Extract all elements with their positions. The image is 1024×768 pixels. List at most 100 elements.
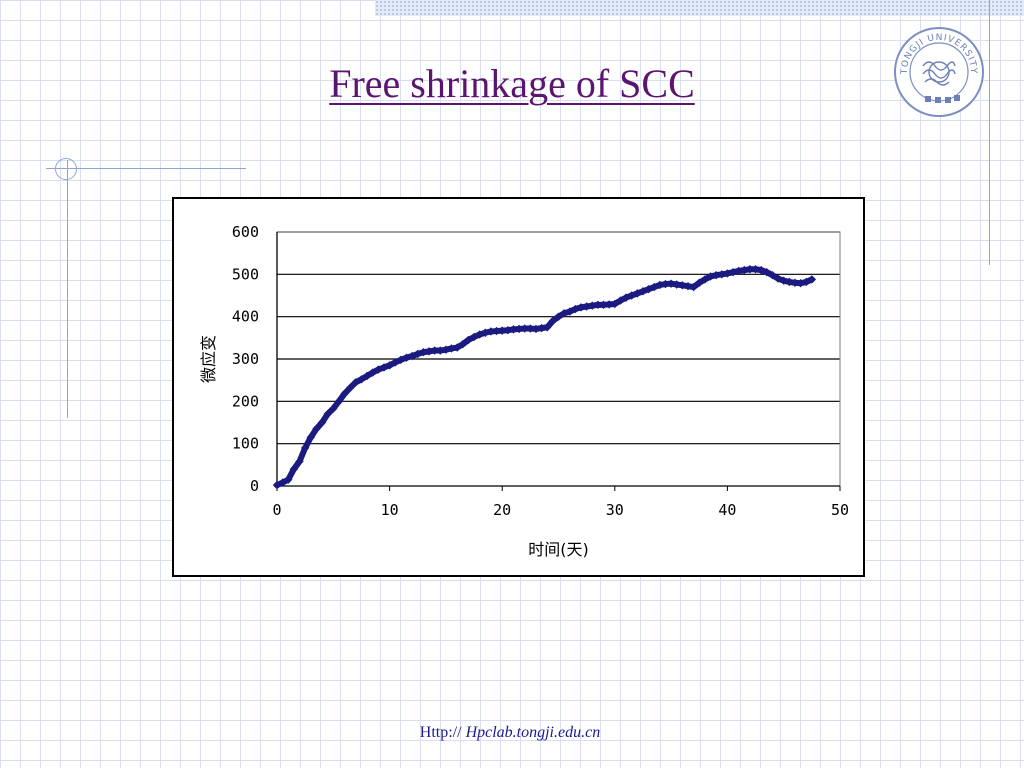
data-point — [441, 345, 451, 354]
data-point — [357, 375, 366, 384]
data-point — [368, 368, 377, 377]
data-point — [700, 275, 710, 284]
data-point — [458, 339, 467, 349]
x-tick-label: 0 — [272, 501, 281, 519]
slide-title: Free shrinkage of SCC — [329, 61, 695, 106]
data-point — [678, 281, 687, 290]
data-point — [498, 326, 507, 335]
data-point — [391, 358, 400, 367]
data-point — [773, 274, 783, 283]
data-point — [779, 276, 788, 285]
data-point — [672, 280, 681, 289]
x-tick-label: 40 — [718, 501, 736, 519]
x-tick-label: 50 — [831, 501, 849, 519]
data-point — [762, 268, 772, 277]
decor-horizontal-line-left — [46, 168, 246, 169]
data-point — [323, 409, 332, 419]
data-point — [492, 326, 501, 336]
footer: Http:// Hpclab.tongji.edu.cn — [360, 724, 660, 742]
data-point — [683, 281, 693, 291]
data-point — [385, 361, 394, 370]
chart-frame: 0 100 200 300 400 500 600 0 10 20 30 40 50 时间(天) 微应变 — [172, 197, 865, 577]
decor-vertical-line-right — [989, 0, 990, 265]
data-point — [768, 270, 777, 280]
y-tick-label: 100 — [232, 435, 259, 453]
data-point — [661, 279, 670, 289]
data-point — [452, 343, 462, 352]
data-point — [734, 266, 743, 276]
data-point — [300, 443, 310, 453]
data-point — [689, 282, 698, 292]
data-point — [548, 316, 558, 326]
y-tick-label: 200 — [232, 392, 259, 410]
footer-url-link[interactable]: Hpclab.tongji.edu.cn — [465, 724, 601, 741]
data-point — [802, 277, 811, 287]
data-point — [351, 378, 361, 387]
data-point — [745, 265, 755, 274]
data-point — [419, 348, 428, 357]
data-point — [278, 478, 287, 487]
data-point — [717, 270, 726, 279]
data-point — [306, 433, 315, 442]
y-tick-label: 600 — [232, 223, 259, 241]
decor-vertical-line-left — [67, 160, 68, 418]
data-point — [576, 303, 586, 312]
data-point — [447, 344, 456, 353]
y-tick-label: 500 — [232, 265, 259, 283]
data-point — [796, 279, 805, 288]
data-point — [424, 347, 434, 356]
data-point — [740, 265, 749, 275]
data-point — [509, 325, 518, 334]
data-point — [807, 275, 817, 284]
data-point — [289, 464, 299, 474]
x-axis-title: 时间(天) — [528, 540, 589, 559]
top-decor-band — [375, 0, 1024, 16]
data-point — [334, 397, 344, 406]
data-point — [295, 457, 304, 466]
y-tick-label: 300 — [232, 350, 259, 368]
data-point — [751, 265, 760, 274]
data-point — [340, 389, 349, 398]
data-point — [436, 346, 445, 355]
decor-ring — [55, 158, 77, 180]
data-point — [362, 371, 372, 381]
grid-lines — [277, 231, 840, 445]
data-point — [554, 312, 563, 321]
y-tick-label: 0 — [250, 477, 259, 495]
data-point — [464, 335, 473, 345]
series-trend-band — [274, 266, 815, 489]
x-tick-label: 20 — [493, 501, 511, 519]
data-point — [785, 277, 794, 287]
axes — [276, 231, 841, 491]
x-tick-label: 10 — [381, 501, 399, 519]
shrinkage-chart: 0 100 200 300 400 500 600 0 10 20 30 40 50 时间(天) 微应变 — [199, 223, 849, 559]
data-point — [790, 278, 800, 287]
data-point — [317, 418, 327, 427]
footer-prefix: Http:// — [419, 724, 462, 741]
data-series — [272, 265, 817, 490]
x-tick-label: 30 — [606, 501, 624, 519]
data-point — [627, 291, 636, 300]
data-point — [520, 324, 529, 333]
data-point — [430, 346, 439, 355]
data-point — [284, 475, 293, 484]
data-point — [756, 265, 766, 275]
data-point — [537, 323, 546, 333]
data-point — [582, 302, 591, 311]
data-point — [329, 404, 338, 413]
data-point — [503, 326, 513, 335]
data-point — [706, 272, 715, 281]
data-point — [711, 270, 721, 280]
data-point — [728, 268, 738, 277]
data-point — [486, 327, 496, 336]
y-axis-title: 微应变 — [199, 335, 218, 383]
data-point — [481, 328, 490, 337]
tongji-university-logo: TONGJI UNIVERSITY — [894, 27, 984, 117]
data-point — [723, 269, 732, 278]
data-point — [543, 323, 552, 332]
tick-labels: 0 100 200 300 400 500 600 0 10 20 30 40 50 — [232, 223, 849, 519]
data-point — [526, 324, 535, 333]
data-point — [666, 279, 676, 288]
y-tick-label: 400 — [232, 308, 259, 326]
data-point — [345, 383, 355, 392]
